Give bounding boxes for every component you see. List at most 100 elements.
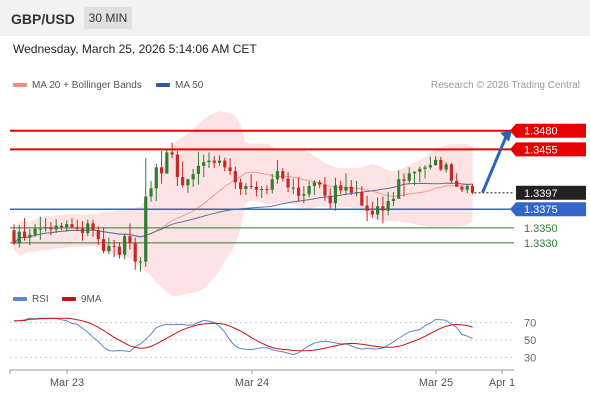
candle-body [228,167,232,172]
candle-body [281,171,285,179]
candle-body [339,185,343,191]
candle-body [59,225,64,228]
ma50-swatch [156,83,170,88]
chart-datetime: Wednesday, March 25, 2026 5:14:06 AM CET [13,42,257,56]
candle-body [86,223,90,234]
candle-body [117,246,121,255]
candle-body [455,180,459,187]
candle-body [376,206,380,215]
ma9-line [13,317,473,352]
rsi-line [13,317,473,356]
candle-body [328,195,332,204]
candle-body [465,186,469,190]
candle-body [170,152,174,155]
candle-body [381,206,385,211]
candle-body [207,160,211,163]
candle-body [212,160,216,163]
candle-body [196,165,201,175]
candle-body [354,192,359,194]
candle-body [80,228,85,234]
candle-body [28,234,32,238]
candle-body [44,227,48,229]
currency-pair: GBP/USD [11,11,75,27]
candle-body [149,188,153,197]
candle-body [17,231,21,244]
candle-body [370,210,374,215]
bb-swatch [13,83,27,88]
level-label-1: 1.3455 [524,144,558,156]
candle-body [70,224,74,228]
candle-body [144,196,148,262]
rsi-tick-label: 30 [524,352,536,364]
candle-body [154,167,158,189]
candle-body [91,223,95,231]
candle-body [439,159,443,170]
level-label-5: 1.3330 [524,238,558,250]
candle-body [107,245,111,252]
candle-body [254,186,259,190]
candle-body [22,231,27,238]
candle-body [386,200,390,211]
candle-body [233,171,237,183]
candle-body [302,194,306,196]
candle-body [423,167,427,169]
level-label-3: 1.3375 [524,204,558,216]
candle-body [418,168,422,172]
rsi-swatch [13,297,27,302]
candle-body [428,165,432,168]
candle-body [307,186,311,195]
candle-body [96,230,100,240]
level-badge-support [510,202,586,217]
candle-body [239,182,243,190]
candle-body [38,228,42,230]
candle-body [33,228,37,235]
candle-body [186,179,190,186]
level-badge-resistance [510,123,586,138]
x-tick-label: Apr 1 [489,377,515,389]
legend-bb-label: MA 20 + Bollinger Bands [32,80,142,91]
legend-bb: MA 20 + Bollinger Bands [13,80,142,91]
candle-body [349,186,353,193]
ma9-swatch [62,297,76,302]
candle-body [365,205,369,211]
interval-button[interactable]: 30 MIN [84,7,132,29]
candle-body [434,159,438,166]
candle-body [101,239,106,252]
candle-body [175,154,179,178]
candle-body [275,171,280,180]
candle-body [449,164,454,181]
forecast-arrow [481,136,508,194]
legend-ma50: MA 50 [156,80,203,91]
candle-body [397,179,401,199]
candle-body [312,182,316,187]
candle-body [244,186,248,190]
legend-ma50-label: MA 50 [175,80,204,91]
candle-body [333,185,338,204]
level-label-4: 1.3350 [524,223,558,235]
candle-body [65,224,69,228]
candle-body [412,171,417,174]
candle-body [138,261,143,263]
candle-body [181,177,185,186]
legend-rsi: RSI [13,294,49,305]
candle-body [407,173,411,181]
candle-body [54,225,58,230]
candle-body [133,242,137,262]
current-price-badge [516,185,586,200]
x-tick-label: Mar 24 [235,377,269,389]
candle-body [286,178,290,188]
candle-body [112,245,116,247]
candle-body [123,236,127,255]
candle-body [260,189,264,191]
candle-body [202,162,206,166]
candle-body [344,186,348,191]
candle-body [460,186,464,190]
candle-body [470,186,475,193]
candle-body [49,227,53,230]
candle-body [323,184,327,196]
candle-body [159,167,164,174]
candle-body [296,187,301,196]
level-label-0: 1.3480 [524,126,558,138]
top-bar: GBP/USD 30 MIN [0,0,590,36]
